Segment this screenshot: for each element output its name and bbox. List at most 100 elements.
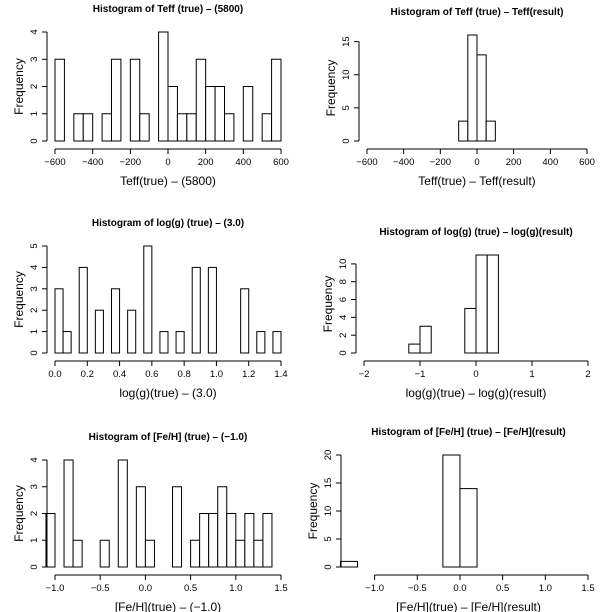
histogram-bar — [240, 288, 250, 354]
y-tick-label: 1 — [29, 111, 40, 116]
chart-title: Histogram of [Fe/H] (true) – (−1.0) — [89, 432, 248, 443]
histogram-bar — [261, 113, 273, 142]
y-tick-label: 4 — [29, 457, 40, 462]
histogram-bar — [159, 331, 169, 354]
histogram-bar — [73, 113, 84, 142]
histogram-bar — [242, 86, 254, 142]
y-tick-label: 10 — [341, 69, 352, 80]
x-tick-label: −0.5 — [91, 583, 110, 594]
histogram-bar — [458, 120, 469, 142]
histogram-bar — [339, 560, 359, 568]
x-axis-label: [Fe/H](true) – [Fe/H](result) — [396, 600, 541, 612]
x-axis-label: log(g)(true) – (3.0) — [119, 386, 216, 400]
x-tick-label: 600 — [579, 157, 595, 168]
histogram-bar — [175, 331, 185, 354]
chart-title: Histogram of Teff (true) – Teff(result) — [391, 7, 564, 18]
x-tick-label: 600 — [273, 157, 289, 168]
x-tick-label: 1.2 — [242, 369, 255, 380]
y-tick-label: 3 — [29, 57, 40, 62]
y-tick-label: 15 — [341, 36, 352, 47]
y-tick-label: 5 — [323, 536, 334, 541]
x-tick-label: 0.5 — [184, 583, 197, 594]
histogram-bar — [190, 539, 201, 568]
y-tick-label: 4 — [338, 315, 349, 320]
histogram-bar — [54, 288, 64, 354]
x-tick-label: 0.0 — [48, 369, 61, 380]
x-tick-label: −400 — [82, 157, 103, 168]
histogram-bar — [172, 486, 183, 568]
histogram-bar — [467, 34, 478, 142]
y-tick-label: 1 — [29, 538, 40, 543]
histogram-bar — [226, 513, 237, 568]
y-axis-label: Frequency — [12, 271, 26, 328]
x-axis-label: log(g)(true) – log(g)(result) — [406, 386, 547, 400]
histogram-bar — [486, 254, 499, 354]
y-tick-label: 2 — [29, 84, 40, 89]
histogram-bar — [143, 245, 153, 354]
x-tick-label: −0.5 — [408, 583, 427, 594]
y-tick-label: 3 — [29, 286, 40, 291]
histogram-bar — [63, 459, 74, 568]
panel-feh-residual: Histogram of [Fe/H] (true) – [Fe/H](resu… — [306, 427, 595, 612]
histogram-bar — [235, 539, 246, 568]
histogram-bar — [271, 58, 282, 142]
chart-title: Histogram of log(g) (true) – (3.0) — [92, 218, 244, 229]
x-tick-label: 400 — [235, 157, 251, 168]
x-axis-label: Teff(true) – (5800) — [120, 174, 216, 188]
y-tick-label: 10 — [338, 259, 349, 270]
histogram-bar — [54, 58, 65, 142]
histogram-bar — [167, 86, 178, 142]
histogram-bar — [78, 266, 88, 354]
x-tick-label: −1.0 — [365, 583, 384, 594]
histogram-bar — [199, 513, 210, 568]
histogram-bar — [99, 539, 110, 568]
x-tick-label: 1.0 — [539, 583, 552, 594]
x-tick-label: −600 — [44, 157, 65, 168]
histogram-bar — [111, 58, 122, 142]
histogram-bar — [72, 539, 83, 568]
y-tick-label: 6 — [338, 297, 349, 302]
histogram-bar — [205, 86, 216, 142]
x-tick-label: 0.6 — [145, 369, 158, 380]
y-axis-label: Frequency — [12, 485, 26, 542]
x-tick-label: 0.4 — [113, 369, 126, 380]
y-tick-label: 1 — [29, 329, 40, 334]
histogram-bar — [191, 266, 201, 354]
histogram-bar — [135, 486, 146, 568]
y-tick-label: 4 — [29, 29, 40, 34]
histogram-bar — [195, 58, 207, 142]
histogram-bar — [476, 54, 487, 142]
x-tick-label: −1 — [415, 369, 426, 380]
x-tick-label: −600 — [356, 157, 377, 168]
y-axis-label: Frequency — [324, 60, 338, 117]
x-tick-label: −200 — [120, 157, 141, 168]
y-tick-label: 0 — [29, 350, 40, 355]
y-tick-label: 0 — [323, 564, 334, 569]
histogram-bar — [464, 307, 477, 354]
histogram-bar — [475, 254, 488, 354]
x-tick-label: 1.5 — [581, 583, 594, 594]
histogram-bar — [176, 113, 188, 142]
x-tick-label: 200 — [198, 157, 214, 168]
x-axis-label: [Fe/H](true) – (−1.0) — [115, 600, 221, 612]
histogram-bar — [208, 513, 219, 568]
histogram-bar — [214, 86, 225, 142]
histogram-bar — [129, 58, 141, 142]
histogram-bar — [127, 309, 137, 354]
x-tick-label: 1.5 — [274, 583, 287, 594]
y-tick-label: 0 — [29, 564, 40, 569]
y-tick-label: 3 — [29, 484, 40, 489]
histogram-bar — [244, 513, 255, 568]
y-tick-label: 8 — [338, 279, 349, 284]
x-tick-label: −200 — [430, 157, 451, 168]
histogram-bar — [158, 31, 169, 142]
histogram-bar — [256, 331, 266, 354]
x-tick-label: 0.0 — [139, 583, 152, 594]
panel-teff-residual: Histogram of Teff (true) – Teff(result) −… — [324, 7, 595, 188]
x-tick-label: 1.0 — [229, 583, 242, 594]
histogram-bar — [139, 113, 150, 142]
x-tick-label: −2 — [359, 369, 370, 380]
y-tick-label: 0 — [341, 138, 352, 143]
x-tick-label: 0 — [474, 157, 479, 168]
histogram-bar — [144, 539, 155, 568]
